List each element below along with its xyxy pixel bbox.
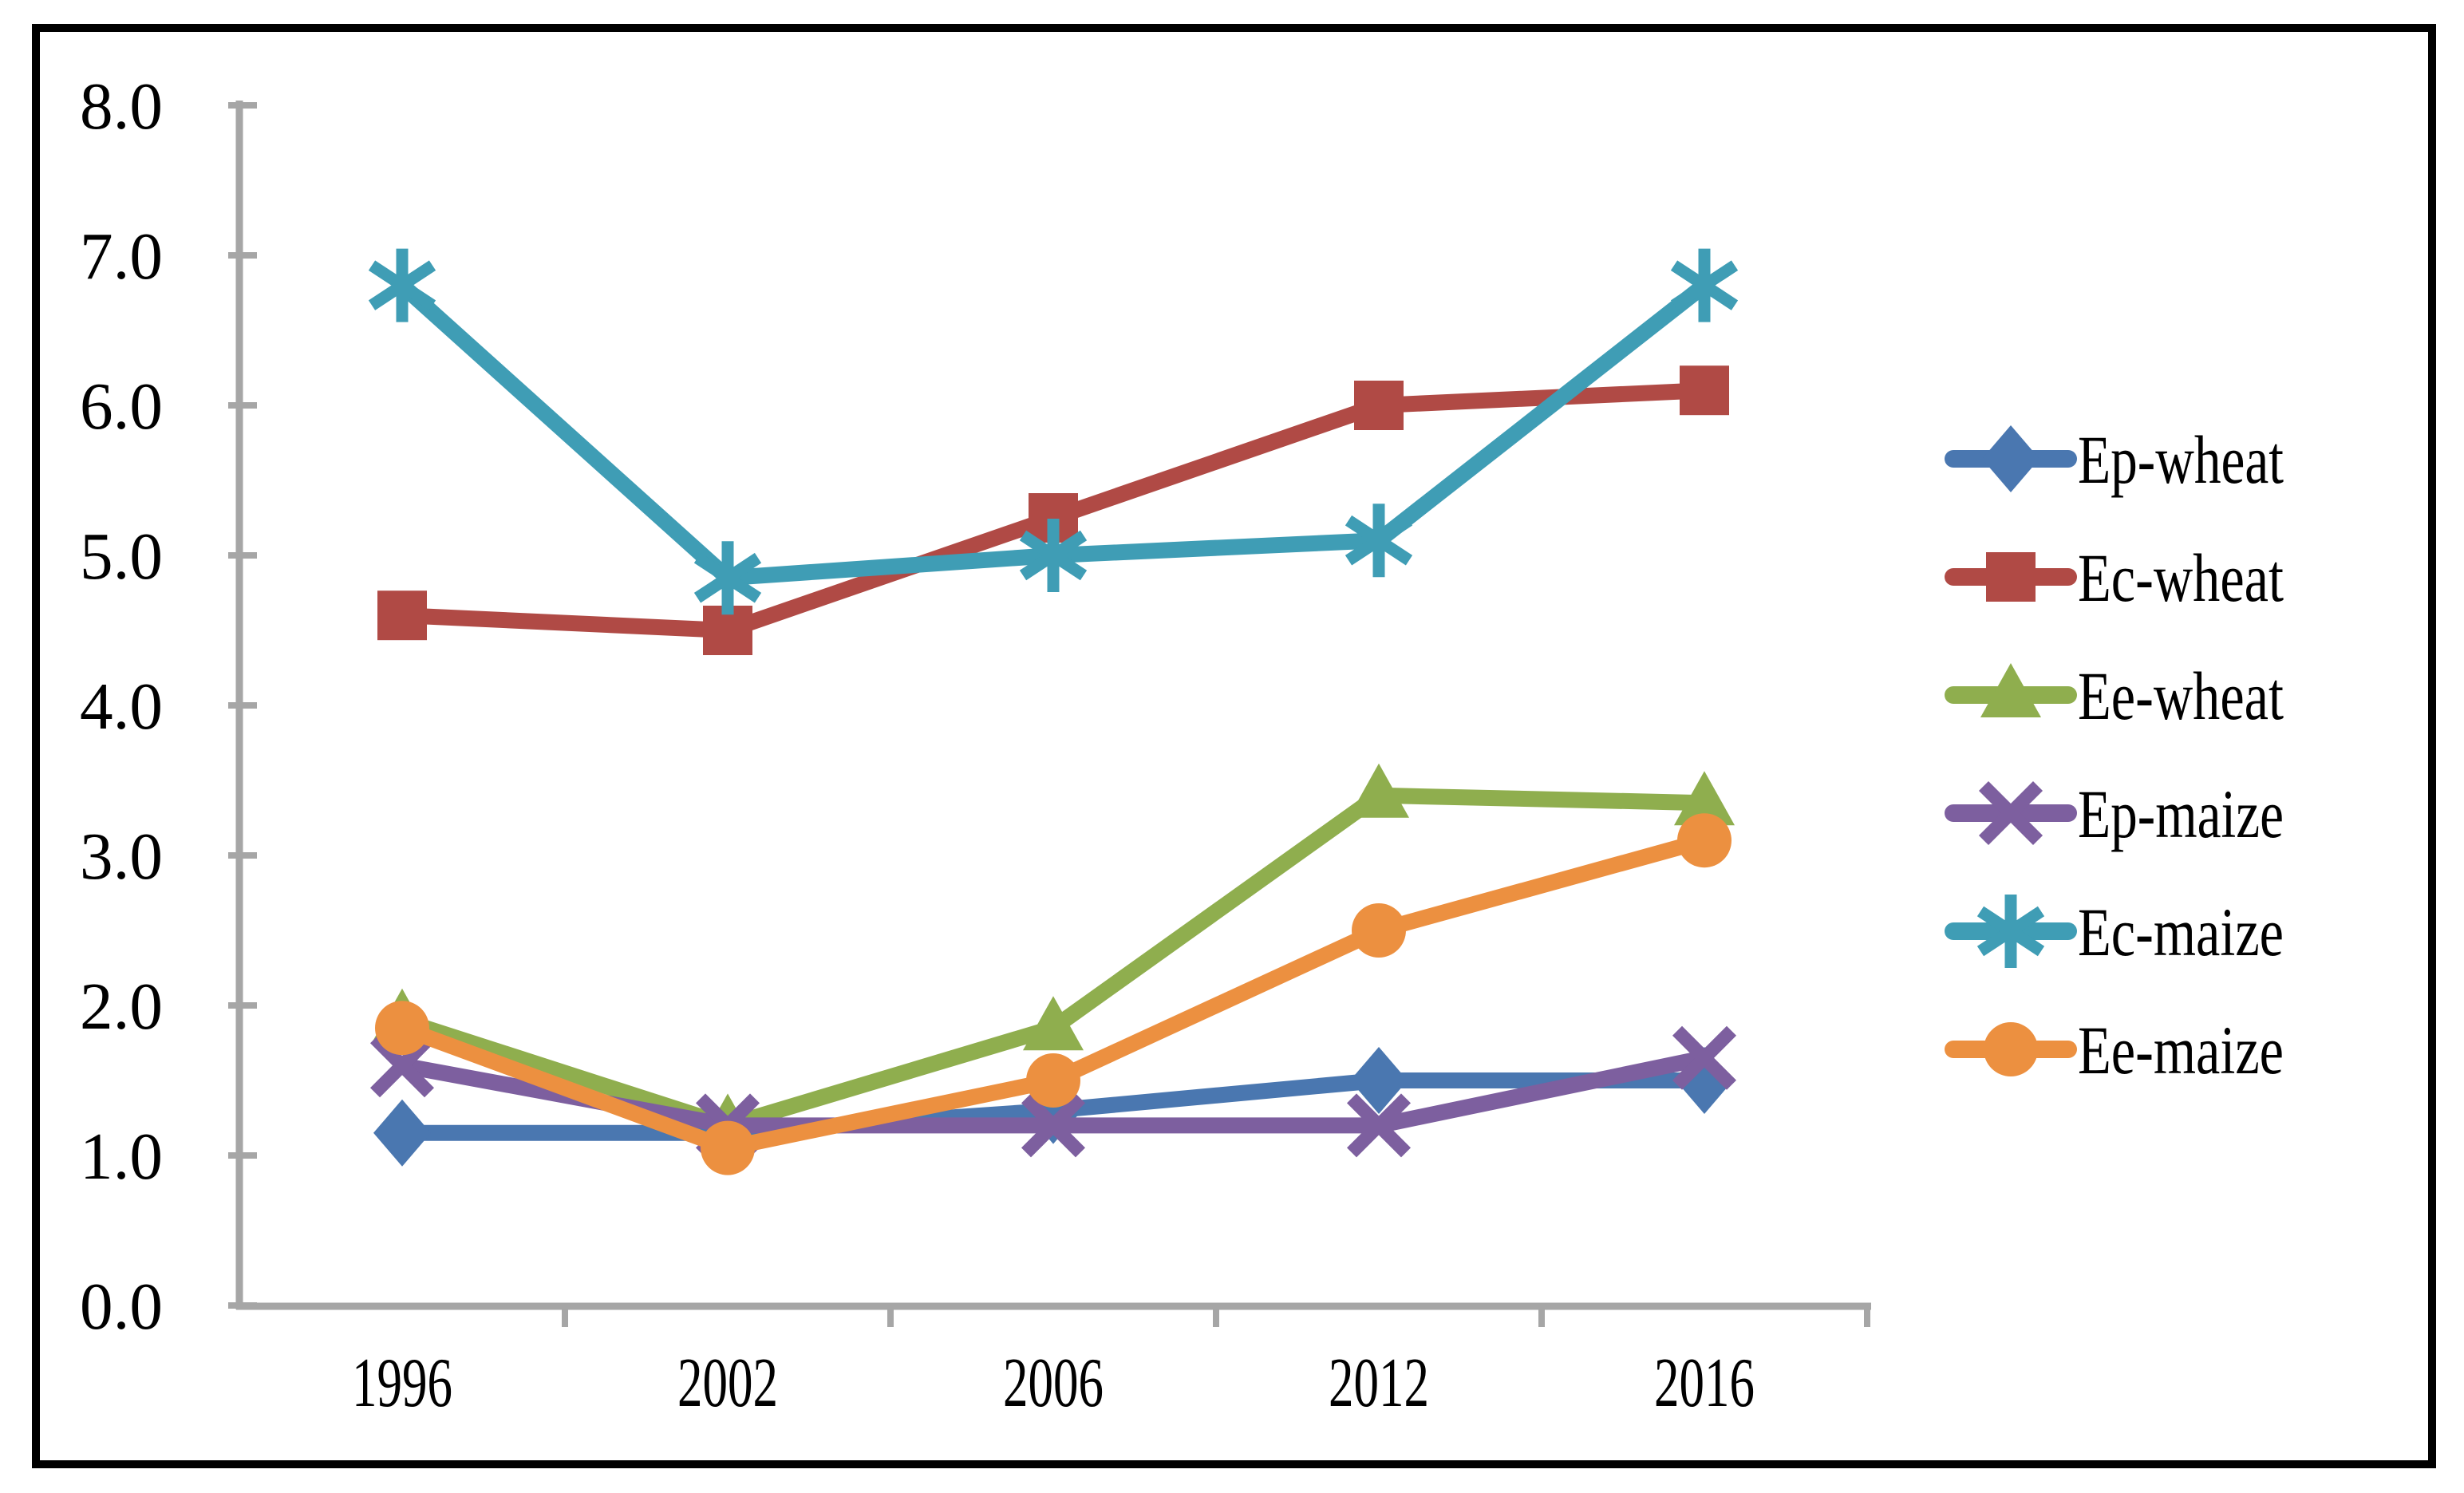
marker-Ep-wheat-2012	[1350, 1047, 1408, 1114]
marker-Ec-maize-2006	[1019, 519, 1088, 592]
marker-Ec-wheat-2012	[1354, 381, 1404, 430]
legend-item-Ep-wheat: Ep-wheat	[1945, 421, 2284, 498]
series-Ec-maize	[368, 248, 1739, 615]
y-tick-label: 4.0	[80, 669, 163, 744]
y-tick-label: 5.0	[80, 519, 163, 594]
legend-marker-asterisk-icon	[1976, 895, 2045, 968]
marker-Ec-maize-2002	[693, 541, 762, 615]
legend-item-Ep-maize: Ep-maize	[1945, 776, 2284, 852]
legend-label: Ee-wheat	[2078, 658, 2284, 734]
legend-label: Ep-wheat	[2078, 421, 2284, 498]
y-tick-label: 6.0	[80, 369, 163, 444]
y-tick-label: 3.0	[80, 820, 163, 894]
series-Ec-wheat	[377, 365, 1729, 655]
x-tick-label: 2012	[1329, 1345, 1429, 1422]
series-Ee-maize	[375, 813, 1732, 1175]
marker-Ec-wheat-1996	[377, 590, 427, 641]
legend-item-Ec-wheat: Ec-wheat	[1945, 539, 2284, 616]
marker-Ee-maize-2012	[1352, 903, 1406, 958]
legend-marker-square-icon	[1986, 552, 2036, 602]
marker-Ec-maize-2016	[1670, 248, 1739, 322]
legend-marker-diamond-icon	[1982, 425, 2040, 492]
x-tick-label: 2016	[1654, 1345, 1755, 1422]
y-tick-label: 7.0	[80, 219, 163, 294]
marker-Ee-maize-2016	[1677, 813, 1732, 868]
legend-item-Ec-maize: Ec-maize	[1945, 894, 2284, 970]
marker-Ep-maize-2006	[1021, 1093, 1086, 1158]
x-tick-label: 1996	[352, 1345, 452, 1422]
legend-marker-x-icon	[1978, 780, 2043, 846]
legend-label: Ep-maize	[2078, 776, 2284, 852]
legend-label: Ec-wheat	[2078, 539, 2284, 616]
legend-item-Ee-wheat: Ee-wheat	[1945, 658, 2284, 734]
marker-Ee-maize-2002	[701, 1120, 755, 1175]
x-tick-label: 2006	[1003, 1345, 1104, 1422]
marker-Ee-wheat-2016	[1674, 771, 1735, 826]
x-tick-label: 2002	[677, 1345, 778, 1422]
marker-Ee-wheat-2012	[1348, 763, 1409, 818]
marker-Ee-wheat-2006	[1023, 996, 1084, 1051]
marker-Ee-maize-2006	[1026, 1053, 1080, 1108]
marker-Ec-maize-1996	[368, 248, 436, 322]
marker-Ec-maize-2012	[1345, 504, 1413, 578]
legend-marker-triangle-icon	[1980, 663, 2041, 717]
legend-marker-circle-icon	[1984, 1022, 2038, 1076]
legend-label: Ee-maize	[2078, 1012, 2284, 1088]
marker-Ep-maize-2012	[1346, 1093, 1412, 1158]
y-tick-label: 8.0	[80, 69, 163, 144]
y-tick-label: 1.0	[80, 1120, 163, 1194]
chart-border	[32, 24, 2436, 1468]
marker-Ec-wheat-2016	[1680, 365, 1729, 416]
marker-Ee-maize-1996	[375, 1001, 429, 1056]
marker-Ep-wheat-1996	[373, 1099, 431, 1167]
marker-Ep-maize-2016	[1672, 1025, 1737, 1090]
legend-label: Ec-maize	[2078, 894, 2284, 970]
legend-item-Ee-maize: Ee-maize	[1945, 1012, 2284, 1088]
y-tick-label: 0.0	[80, 1270, 163, 1344]
y-tick-label: 2.0	[80, 970, 163, 1044]
